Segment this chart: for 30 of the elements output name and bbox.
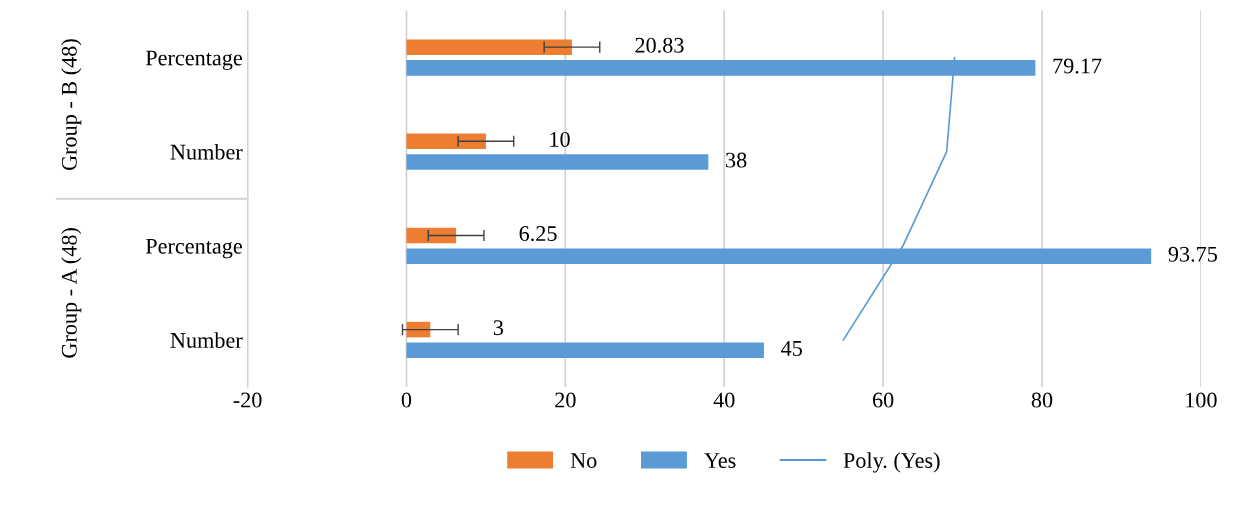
y-tick-label: Number [170, 332, 243, 348]
text: Group - B (48) [61, 39, 82, 171]
legend-label: No [570, 453, 597, 468]
x-tick-label: 0 [401, 392, 412, 408]
data-label: 20.83 [635, 37, 684, 53]
data-label: 45 [781, 341, 802, 356]
x-tick-label: 20 [555, 392, 576, 408]
legend-label: Yes [704, 453, 736, 468]
data-label: 6.25 [519, 226, 557, 242]
x-tick-label: 60 [872, 392, 894, 408]
data-label: 3 [493, 320, 504, 336]
y-tick-label: Number [170, 143, 243, 160]
bar [406, 39, 572, 55]
x-tick-label: 40 [713, 392, 735, 408]
y-tick-label: Percentage [145, 50, 242, 70]
bar [406, 321, 431, 338]
x-tick-label: 100 [1186, 392, 1217, 408]
x-tick-label: -20 [233, 392, 262, 408]
bar [406, 227, 457, 244]
data-label: 79.17 [1053, 58, 1102, 74]
x-tick-label: 80 [1031, 392, 1053, 408]
data-label: 93.75 [1168, 246, 1218, 262]
bar [406, 342, 764, 359]
text: Group - A (48) [61, 228, 82, 358]
y-tick-label: Percentage [145, 238, 242, 259]
data-label: 10 [550, 131, 570, 147]
legend-label: Poly. (Yes) [843, 452, 940, 473]
bar [406, 133, 486, 150]
data-label: 38 [726, 152, 747, 168]
bar [406, 154, 709, 170]
